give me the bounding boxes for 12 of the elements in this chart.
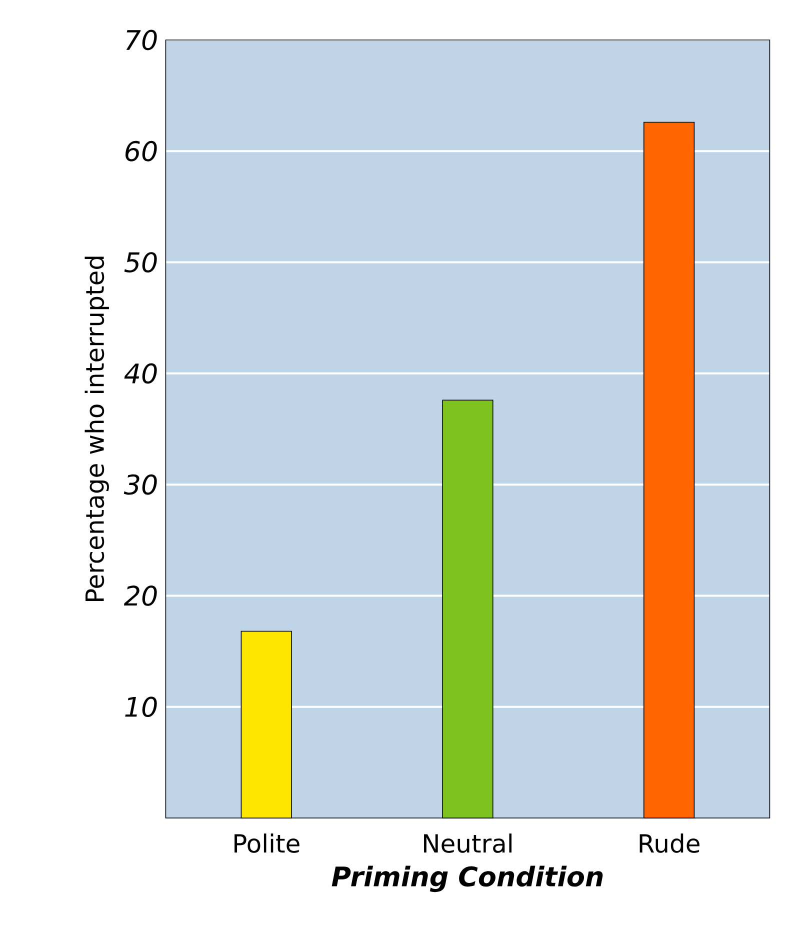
y-tick-label: 40 xyxy=(124,363,157,384)
y-tick-label: 70 xyxy=(126,30,157,50)
x-axis-title: Priming Condition xyxy=(332,866,603,892)
x-tick-label: Neutral xyxy=(424,834,512,853)
y-tick-label: 30 xyxy=(124,474,157,495)
x-tick-label: Rude xyxy=(640,834,700,853)
y-tick-label: 50 xyxy=(124,252,157,272)
y-tick-label: 60 xyxy=(126,140,157,162)
y-tick-label: 10 xyxy=(125,696,157,718)
y-tick-label: 20 xyxy=(124,585,157,606)
x-tick-label: Polite xyxy=(234,834,300,853)
y-axis-title: Percentage who interrupted xyxy=(84,256,110,602)
